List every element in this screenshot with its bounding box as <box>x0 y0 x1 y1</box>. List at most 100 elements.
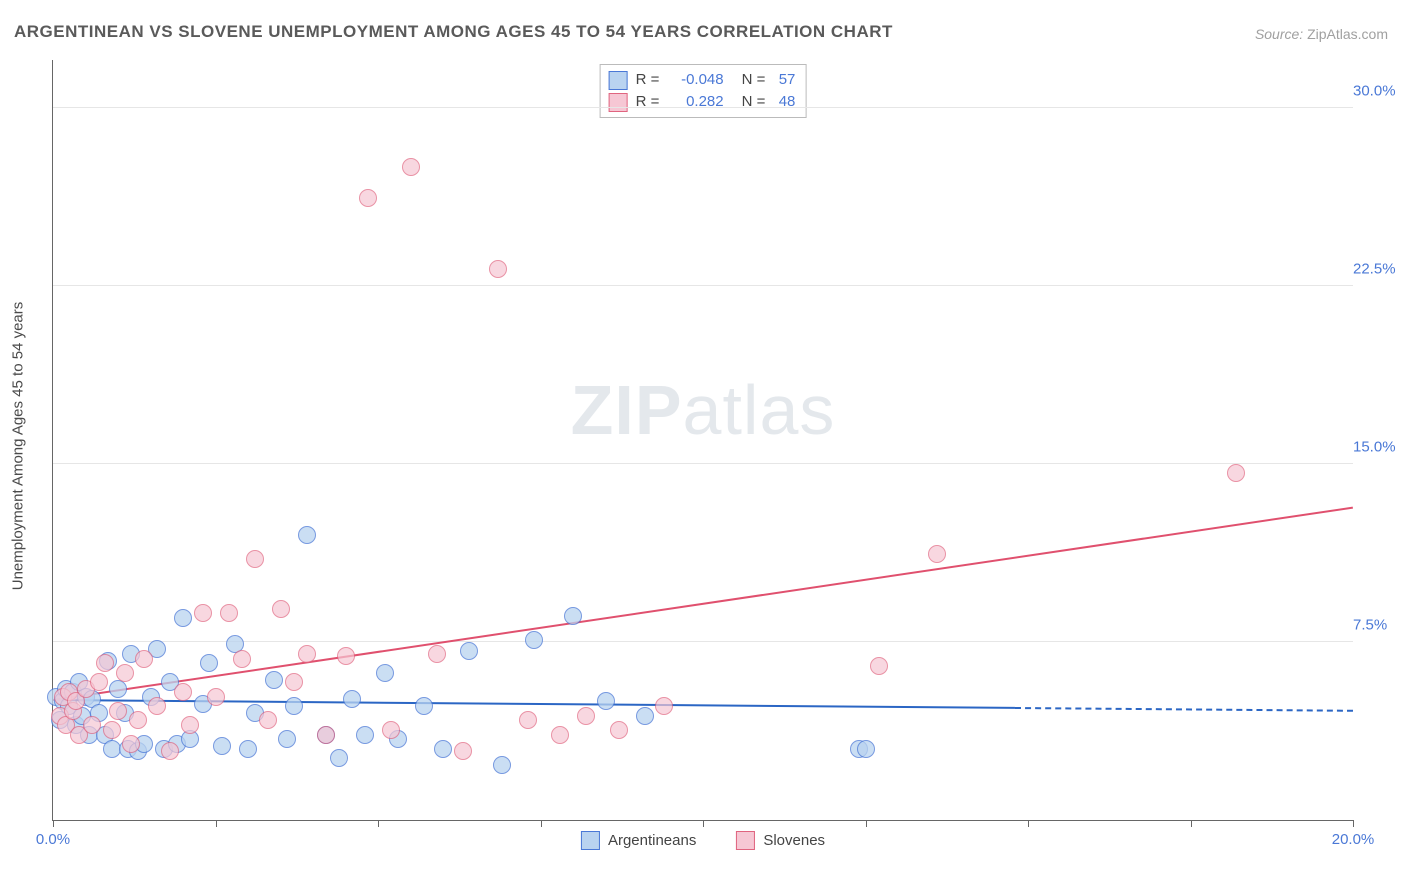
x-tick <box>703 820 704 827</box>
plot-area: ZIPatlas R = -0.048 N = 57 R = 0.282 N =… <box>52 60 1353 821</box>
data-point-argentineans <box>265 671 283 689</box>
data-point-argentineans <box>174 609 192 627</box>
data-point-slovenes <box>382 721 400 739</box>
data-point-slovenes <box>551 726 569 744</box>
data-point-slovenes <box>259 711 277 729</box>
data-point-argentineans <box>200 654 218 672</box>
source-attribution: Source: ZipAtlas.com <box>1255 26 1388 42</box>
n-value-slovenes: 48 <box>773 91 795 113</box>
x-tick <box>1191 820 1192 827</box>
data-point-slovenes <box>116 664 134 682</box>
data-point-slovenes <box>109 702 127 720</box>
y-tick-label: 22.5% <box>1347 260 1403 277</box>
y-tick-label: 15.0% <box>1347 438 1403 455</box>
data-point-slovenes <box>233 650 251 668</box>
swatch-slovenes <box>609 93 628 112</box>
data-point-slovenes <box>148 697 166 715</box>
data-point-argentineans <box>564 607 582 625</box>
y-tick-label: 30.0% <box>1347 82 1403 99</box>
data-point-argentineans <box>285 697 303 715</box>
correlation-legend: R = -0.048 N = 57 R = 0.282 N = 48 <box>600 64 807 118</box>
data-point-slovenes <box>928 545 946 563</box>
gridline <box>53 641 1353 642</box>
data-point-argentineans <box>343 690 361 708</box>
r-label: R = <box>636 91 664 113</box>
x-tick <box>378 820 379 827</box>
data-point-argentineans <box>597 692 615 710</box>
data-point-argentineans <box>525 631 543 649</box>
data-point-slovenes <box>122 735 140 753</box>
data-point-argentineans <box>330 749 348 767</box>
series-label-argentineans: Argentineans <box>608 832 696 849</box>
data-point-slovenes <box>103 721 121 739</box>
data-point-argentineans <box>298 526 316 544</box>
data-point-argentineans <box>278 730 296 748</box>
watermark-rest: atlas <box>683 371 836 449</box>
data-point-argentineans <box>213 737 231 755</box>
data-point-slovenes <box>285 673 303 691</box>
data-point-slovenes <box>174 683 192 701</box>
data-point-slovenes <box>317 726 335 744</box>
data-point-slovenes <box>161 742 179 760</box>
data-point-slovenes <box>454 742 472 760</box>
data-point-argentineans <box>636 707 654 725</box>
data-point-argentineans <box>460 642 478 660</box>
data-point-slovenes <box>246 550 264 568</box>
data-point-slovenes <box>96 654 114 672</box>
r-label: R = <box>636 69 664 91</box>
y-tick-label: 7.5% <box>1347 616 1403 633</box>
source-prefix: Source: <box>1255 26 1303 42</box>
chart-container: ARGENTINEAN VS SLOVENE UNEMPLOYMENT AMON… <box>0 0 1406 892</box>
gridline <box>53 463 1353 464</box>
data-point-slovenes <box>489 260 507 278</box>
data-point-slovenes <box>402 158 420 176</box>
swatch-argentineans <box>609 71 628 90</box>
x-tick <box>1028 820 1029 827</box>
data-point-slovenes <box>83 716 101 734</box>
watermark-bold: ZIP <box>571 371 683 449</box>
data-point-slovenes <box>181 716 199 734</box>
swatch-slovenes <box>736 831 755 850</box>
trendline-argentineans-dashed <box>1015 707 1353 712</box>
legend-item-slovenes: Slovenes <box>736 831 825 850</box>
data-point-slovenes <box>359 189 377 207</box>
x-tick <box>216 820 217 827</box>
source-name: ZipAtlas.com <box>1307 26 1388 42</box>
trendline-slovenes <box>53 507 1353 701</box>
data-point-argentineans <box>239 740 257 758</box>
data-point-slovenes <box>298 645 316 663</box>
x-tick <box>1353 820 1354 827</box>
r-value-argentineans: -0.048 <box>672 69 724 91</box>
data-point-slovenes <box>135 650 153 668</box>
series-label-slovenes: Slovenes <box>763 832 825 849</box>
x-tick-label: 0.0% <box>36 831 70 848</box>
x-tick <box>53 820 54 827</box>
n-value-argentineans: 57 <box>773 69 795 91</box>
data-point-argentineans <box>857 740 875 758</box>
data-point-slovenes <box>207 688 225 706</box>
x-tick-label: 20.0% <box>1332 831 1375 848</box>
data-point-argentineans <box>434 740 452 758</box>
r-value-slovenes: 0.282 <box>672 91 724 113</box>
watermark: ZIPatlas <box>571 370 836 450</box>
data-point-argentineans <box>356 726 374 744</box>
legend-item-argentineans: Argentineans <box>581 831 696 850</box>
data-point-slovenes <box>129 711 147 729</box>
data-point-slovenes <box>1227 464 1245 482</box>
data-point-slovenes <box>220 604 238 622</box>
swatch-argentineans <box>581 831 600 850</box>
x-tick <box>541 820 542 827</box>
data-point-slovenes <box>577 707 595 725</box>
chart-title: ARGENTINEAN VS SLOVENE UNEMPLOYMENT AMON… <box>14 22 893 42</box>
data-point-slovenes <box>194 604 212 622</box>
gridline <box>53 107 1353 108</box>
data-point-slovenes <box>610 721 628 739</box>
data-point-slovenes <box>272 600 290 618</box>
data-point-argentineans <box>376 664 394 682</box>
legend-row-argentineans: R = -0.048 N = 57 <box>609 69 796 91</box>
data-point-slovenes <box>428 645 446 663</box>
data-point-slovenes <box>337 647 355 665</box>
data-point-slovenes <box>90 673 108 691</box>
legend-row-slovenes: R = 0.282 N = 48 <box>609 91 796 113</box>
data-point-slovenes <box>519 711 537 729</box>
